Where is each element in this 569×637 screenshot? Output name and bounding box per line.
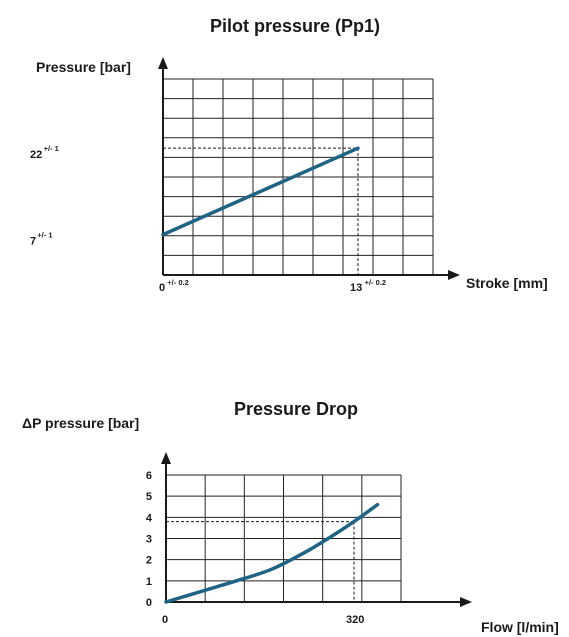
chart2-grid [166,474,402,602]
chart1-marks: 7+/- 122+/- 10 +/- 0.2 13 +/- 0.2 [30,57,460,294]
chart2-y-tick-label: 4 [146,512,153,524]
chart2-y-tick-label: 6 [146,470,152,482]
chart2-y-tick-label: 0 [146,597,152,609]
chart1-y-tick-label: 7 [30,236,36,248]
chart2-marks: 0 1 2 3 4 5 6 0 320 [146,452,472,626]
chart1-y-axis-arrow [158,57,168,69]
chart2-x-tick-label: 0 [162,614,168,626]
chart2-y-axis-arrow [161,452,171,464]
chart1-x-axis-arrow [448,270,460,280]
chart1-title: Pilot pressure (Pp1) [210,16,380,36]
chart1-x-tick-tolerance: +/- 0.2 [167,278,188,287]
chart2-x-axis-arrow [460,597,472,607]
chart1-y-tick-tolerance: +/- 1 [37,231,52,240]
chart1-y-tick-tolerance: +/- 1 [44,144,59,153]
chart1-series-line [161,146,360,237]
chart1-y-tick-label: 22 [30,149,42,161]
chart2-y-tick-label: 1 [146,576,152,588]
chart1-x-tick-label: 13 [350,282,362,294]
chart1-y-axis-label: Pressure [bar] [36,59,131,75]
chart2-x-axis-label: Flow [l/min] [481,619,559,635]
chart2-y-axis-label: ΔP pressure [bar] [22,415,139,431]
chart2-x-tick-label: 320 [346,614,364,626]
chart2-series-line [164,502,380,604]
chart2-y-tick-label: 5 [146,491,152,503]
chart2-y-tick-label: 2 [146,555,152,567]
chart1-x-axis-label: Stroke [mm] [466,275,548,291]
chart1-grid [163,78,434,275]
chart1-x-tick-tolerance: +/- 0.2 [365,278,386,287]
chart1-x-tick-label: 0 [159,282,165,294]
chart2-title: Pressure Drop [234,399,358,419]
chart2-y-tick-label: 3 [146,534,152,546]
